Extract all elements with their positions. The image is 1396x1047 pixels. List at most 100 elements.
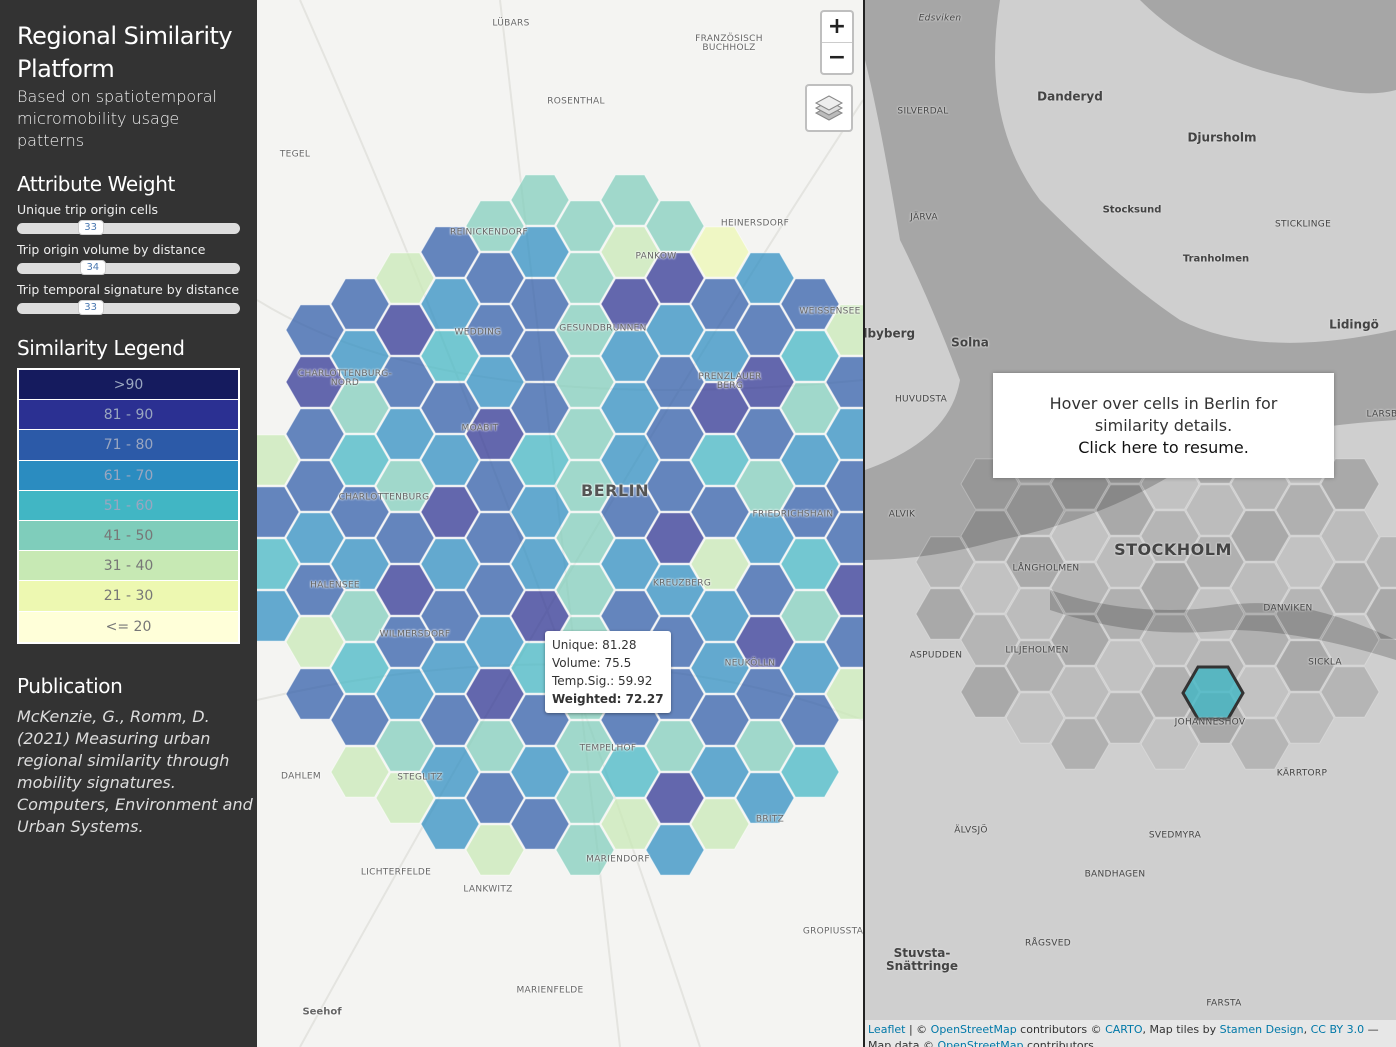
hex-cell[interactable] <box>510 434 570 486</box>
hex-cell[interactable] <box>825 564 863 616</box>
hex-cell[interactable] <box>780 538 840 590</box>
hex-cell[interactable] <box>645 512 705 564</box>
hex-cell[interactable] <box>375 512 435 564</box>
hex-cell[interactable] <box>825 616 863 668</box>
hex-cell[interactable] <box>645 200 705 252</box>
attribution-link[interactable]: OpenStreetMap <box>930 1023 1017 1036</box>
hex-cell[interactable] <box>645 356 705 408</box>
hex-cell[interactable] <box>600 330 660 382</box>
attribution-link[interactable]: CARTO <box>1105 1023 1143 1036</box>
hex-cell[interactable] <box>780 486 840 538</box>
hex-cell[interactable] <box>330 590 390 642</box>
hex-cell[interactable] <box>465 564 525 616</box>
hex-cell[interactable] <box>510 174 570 226</box>
hex-cell[interactable] <box>645 564 705 616</box>
hex-cell[interactable] <box>375 564 435 616</box>
hex-cell[interactable] <box>690 538 750 590</box>
hex-cell[interactable] <box>600 226 660 278</box>
hex-cell[interactable] <box>375 668 435 720</box>
zoom-out[interactable]: − <box>822 42 852 73</box>
hex-cell[interactable] <box>420 226 480 278</box>
hex-cell[interactable] <box>420 330 480 382</box>
hex-cell[interactable] <box>690 694 750 746</box>
hex-cell[interactable] <box>825 668 863 720</box>
hex-cell[interactable] <box>645 304 705 356</box>
hex-cell[interactable] <box>555 512 615 564</box>
hex-cell[interactable] <box>690 330 750 382</box>
hex-cell[interactable] <box>690 746 750 798</box>
hex-cell[interactable] <box>555 720 615 772</box>
hex-cell[interactable] <box>780 642 840 694</box>
hex-cell[interactable] <box>420 382 480 434</box>
hex-cell[interactable] <box>780 278 840 330</box>
hex-cell[interactable] <box>330 486 390 538</box>
hex-cell[interactable] <box>645 460 705 512</box>
resume-link[interactable]: Click here to resume. <box>1078 438 1249 457</box>
hex-cell[interactable] <box>825 512 863 564</box>
hex-cell[interactable] <box>690 590 750 642</box>
hex-cell[interactable] <box>285 408 345 460</box>
hex-cell[interactable] <box>510 278 570 330</box>
hex-cell[interactable] <box>690 798 750 850</box>
hex-cell[interactable] <box>330 746 390 798</box>
hex-cell[interactable] <box>420 538 480 590</box>
hex-cell[interactable] <box>257 590 300 642</box>
hex-cell[interactable] <box>555 460 615 512</box>
hex-cell[interactable] <box>375 252 435 304</box>
hex-cell[interactable] <box>735 512 795 564</box>
attribution-link[interactable]: CC BY 3.0 <box>1310 1023 1365 1036</box>
hex-cell[interactable] <box>420 746 480 798</box>
hex-cell[interactable] <box>780 434 840 486</box>
hex-cell[interactable] <box>555 564 615 616</box>
hex-cell[interactable] <box>555 408 615 460</box>
hex-cell[interactable] <box>330 694 390 746</box>
hex-cell[interactable] <box>825 304 863 356</box>
slider-track[interactable]: 33 <box>17 300 240 315</box>
hex-cell[interactable] <box>375 408 435 460</box>
hex-cell[interactable] <box>645 720 705 772</box>
hex-cell[interactable] <box>600 798 660 850</box>
hex-cell[interactable] <box>600 538 660 590</box>
hex-cell[interactable] <box>690 486 750 538</box>
hex-cell[interactable] <box>780 694 840 746</box>
hex-cell[interactable] <box>510 330 570 382</box>
hex-cell[interactable] <box>465 200 525 252</box>
hex-cell[interactable] <box>465 824 525 876</box>
hex-cell[interactable] <box>690 642 750 694</box>
hex-cell[interactable] <box>510 226 570 278</box>
hex-cell[interactable] <box>645 252 705 304</box>
hex-cell[interactable] <box>825 356 863 408</box>
hex-cell[interactable] <box>465 616 525 668</box>
hex-cell[interactable] <box>510 798 570 850</box>
attribution-link[interactable]: Stamen Design <box>1219 1023 1304 1036</box>
hex-cell[interactable] <box>735 356 795 408</box>
hex-cell[interactable] <box>825 408 863 460</box>
hex-cell[interactable] <box>690 382 750 434</box>
hex-cell[interactable] <box>555 824 615 876</box>
slider-thumb[interactable]: 33 <box>77 220 104 235</box>
hex-cell[interactable] <box>420 278 480 330</box>
hex-cell[interactable] <box>285 356 345 408</box>
hex-cell[interactable] <box>420 694 480 746</box>
hex-cell[interactable] <box>735 668 795 720</box>
berlin-map[interactable]: LÜBARS FRANZÖSISCH BUCHHOLZ ROSENTHAL TEGEL… <box>257 0 863 1047</box>
hex-cell[interactable] <box>735 460 795 512</box>
hex-cell[interactable] <box>465 356 525 408</box>
hex-cell[interactable] <box>420 486 480 538</box>
hex-cell[interactable] <box>330 434 390 486</box>
hex-cell[interactable] <box>645 824 705 876</box>
hex-cell[interactable] <box>465 772 525 824</box>
hex-cell[interactable] <box>375 304 435 356</box>
slider-thumb[interactable]: 34 <box>79 260 106 275</box>
hex-cell[interactable] <box>330 382 390 434</box>
stockholm-map[interactable]: Edsviken Danderyd SILVERDAL Djursholm Stocks… <box>865 0 1396 1047</box>
hex-cell[interactable] <box>735 564 795 616</box>
hex-cell[interactable] <box>285 460 345 512</box>
slider-track[interactable]: 34 <box>17 260 240 275</box>
hex-cell[interactable] <box>780 746 840 798</box>
hex-cell[interactable] <box>645 408 705 460</box>
hex-cell[interactable] <box>330 538 390 590</box>
hex-cell[interactable] <box>645 772 705 824</box>
hex-cell[interactable] <box>375 356 435 408</box>
hex-cell[interactable] <box>465 720 525 772</box>
